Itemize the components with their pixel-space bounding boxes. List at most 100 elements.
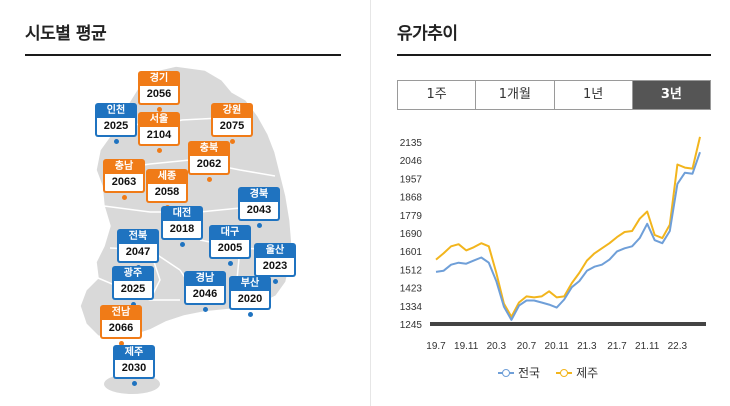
region-marker[interactable]: 울산 2023 bbox=[254, 243, 296, 284]
y-tick-label: 1601 bbox=[400, 247, 423, 258]
series-line bbox=[435, 151, 701, 321]
region-price: 2075 bbox=[211, 118, 253, 137]
y-tick-label: 1245 bbox=[400, 320, 423, 331]
location-dot-icon bbox=[131, 381, 137, 386]
y-tick-label: 2046 bbox=[400, 156, 423, 167]
region-name: 전북 bbox=[117, 229, 159, 244]
tab-1month[interactable]: 1개월 bbox=[476, 81, 555, 109]
section-divider bbox=[370, 0, 371, 406]
legend-item-jeju[interactable]: 제주 bbox=[556, 364, 598, 381]
location-dot-icon bbox=[272, 279, 278, 284]
region-marker[interactable]: 광주 2025 bbox=[112, 266, 154, 307]
x-tick-label: 22.3 bbox=[668, 341, 688, 352]
region-marker[interactable]: 대구 2005 bbox=[209, 225, 251, 266]
x-tick-label: 21.7 bbox=[607, 341, 627, 352]
region-price: 2025 bbox=[95, 118, 137, 137]
region-price: 2056 bbox=[138, 86, 180, 105]
region-marker[interactable]: 경남 2046 bbox=[184, 271, 226, 312]
region-marker[interactable]: 경북 2043 bbox=[238, 187, 280, 228]
x-tick-label: 19.11 bbox=[454, 341, 479, 352]
period-tabs: 1주 1개월 1년 3년 bbox=[397, 80, 711, 110]
region-name: 세종 bbox=[146, 169, 188, 184]
region-marker[interactable]: 부산 2020 bbox=[229, 276, 271, 317]
region-price: 2066 bbox=[100, 320, 142, 339]
region-marker[interactable]: 대전 2018 bbox=[161, 206, 203, 247]
region-name: 울산 bbox=[254, 243, 296, 258]
location-dot-icon bbox=[206, 177, 212, 182]
region-price: 2046 bbox=[184, 286, 226, 305]
region-name: 광주 bbox=[112, 266, 154, 281]
region-price: 2025 bbox=[112, 281, 154, 300]
region-price: 2030 bbox=[113, 360, 155, 379]
legend-label: 제주 bbox=[576, 366, 599, 380]
region-name: 부산 bbox=[229, 276, 271, 291]
region-price: 2104 bbox=[138, 127, 180, 146]
x-tick-label: 21.3 bbox=[577, 341, 597, 352]
right-title-rule bbox=[397, 54, 711, 56]
x-tick-label: 20.3 bbox=[487, 341, 507, 352]
location-dot-icon bbox=[229, 139, 235, 144]
tab-1week[interactable]: 1주 bbox=[398, 81, 477, 109]
region-price: 2062 bbox=[188, 156, 230, 175]
region-price: 2005 bbox=[209, 240, 251, 259]
region-marker[interactable]: 전북 2047 bbox=[117, 229, 159, 270]
region-price: 2058 bbox=[146, 184, 188, 203]
region-name: 강원 bbox=[211, 103, 253, 118]
tab-3year[interactable]: 3년 bbox=[632, 81, 710, 109]
region-marker[interactable]: 인천 2025 bbox=[95, 103, 137, 144]
x-tick-label: 19.7 bbox=[426, 341, 446, 352]
location-dot-icon bbox=[156, 107, 162, 112]
region-name: 인천 bbox=[95, 103, 137, 118]
legend-item-national[interactable]: 전국 bbox=[498, 364, 540, 381]
legend-swatch-icon bbox=[498, 368, 514, 378]
location-dot-icon bbox=[130, 302, 136, 307]
region-marker[interactable]: 세종 2058 bbox=[146, 169, 188, 210]
location-dot-icon bbox=[179, 242, 185, 247]
chart-legend: 전국 제주 bbox=[498, 364, 614, 381]
region-name: 서울 bbox=[138, 112, 180, 127]
location-dot-icon bbox=[247, 312, 253, 317]
region-price: 2023 bbox=[254, 258, 296, 277]
region-marker[interactable]: 제주 2030 bbox=[113, 345, 155, 386]
price-trend-chart: 1245 1334 1423 1512 1601 1690 1779 1868 1957 2046… bbox=[400, 136, 706, 352]
region-name: 제주 bbox=[113, 345, 155, 360]
region-price: 2063 bbox=[103, 174, 145, 193]
y-tick-label: 2135 bbox=[400, 138, 423, 149]
y-tick-label: 1957 bbox=[400, 174, 423, 185]
region-price: 2043 bbox=[238, 202, 280, 221]
tab-1year[interactable]: 1년 bbox=[555, 81, 633, 109]
location-dot-icon bbox=[121, 195, 127, 200]
region-name: 대전 bbox=[161, 206, 203, 221]
y-tick-label: 1690 bbox=[400, 229, 423, 240]
legend-label: 전국 bbox=[518, 366, 541, 380]
y-tick-label: 1423 bbox=[400, 284, 423, 295]
region-name: 전남 bbox=[100, 305, 142, 320]
legend-swatch-icon bbox=[556, 368, 573, 378]
location-dot-icon bbox=[256, 223, 262, 228]
left-title-rule bbox=[25, 54, 341, 56]
location-dot-icon bbox=[227, 261, 233, 266]
right-section-title: 유가추이 bbox=[397, 24, 458, 44]
x-tick-label: 21.11 bbox=[635, 341, 660, 352]
region-marker[interactable]: 충남 2063 bbox=[103, 159, 145, 200]
location-dot-icon bbox=[202, 307, 208, 312]
location-dot-icon bbox=[113, 139, 119, 144]
region-price: 2020 bbox=[229, 291, 271, 310]
region-marker[interactable]: 전남 2066 bbox=[100, 305, 142, 346]
region-name: 충북 bbox=[188, 141, 230, 156]
location-dot-icon bbox=[156, 148, 162, 153]
y-tick-label: 1334 bbox=[400, 302, 423, 313]
region-marker[interactable]: 경기 2056 bbox=[138, 71, 180, 112]
location-dot-icon bbox=[118, 341, 124, 346]
region-marker[interactable]: 서울 2104 bbox=[138, 112, 180, 153]
x-tick-label: 20.11 bbox=[545, 341, 570, 352]
series-line bbox=[435, 136, 701, 318]
region-name: 경기 bbox=[138, 71, 180, 86]
left-section-title: 시도별 평균 bbox=[25, 24, 107, 44]
region-name: 대구 bbox=[209, 225, 251, 240]
region-marker[interactable]: 강원 2075 bbox=[211, 103, 253, 144]
y-tick-label: 1868 bbox=[400, 193, 423, 204]
region-marker[interactable]: 충북 2062 bbox=[188, 141, 230, 182]
region-name: 충남 bbox=[103, 159, 145, 174]
region-price: 2047 bbox=[117, 244, 159, 263]
